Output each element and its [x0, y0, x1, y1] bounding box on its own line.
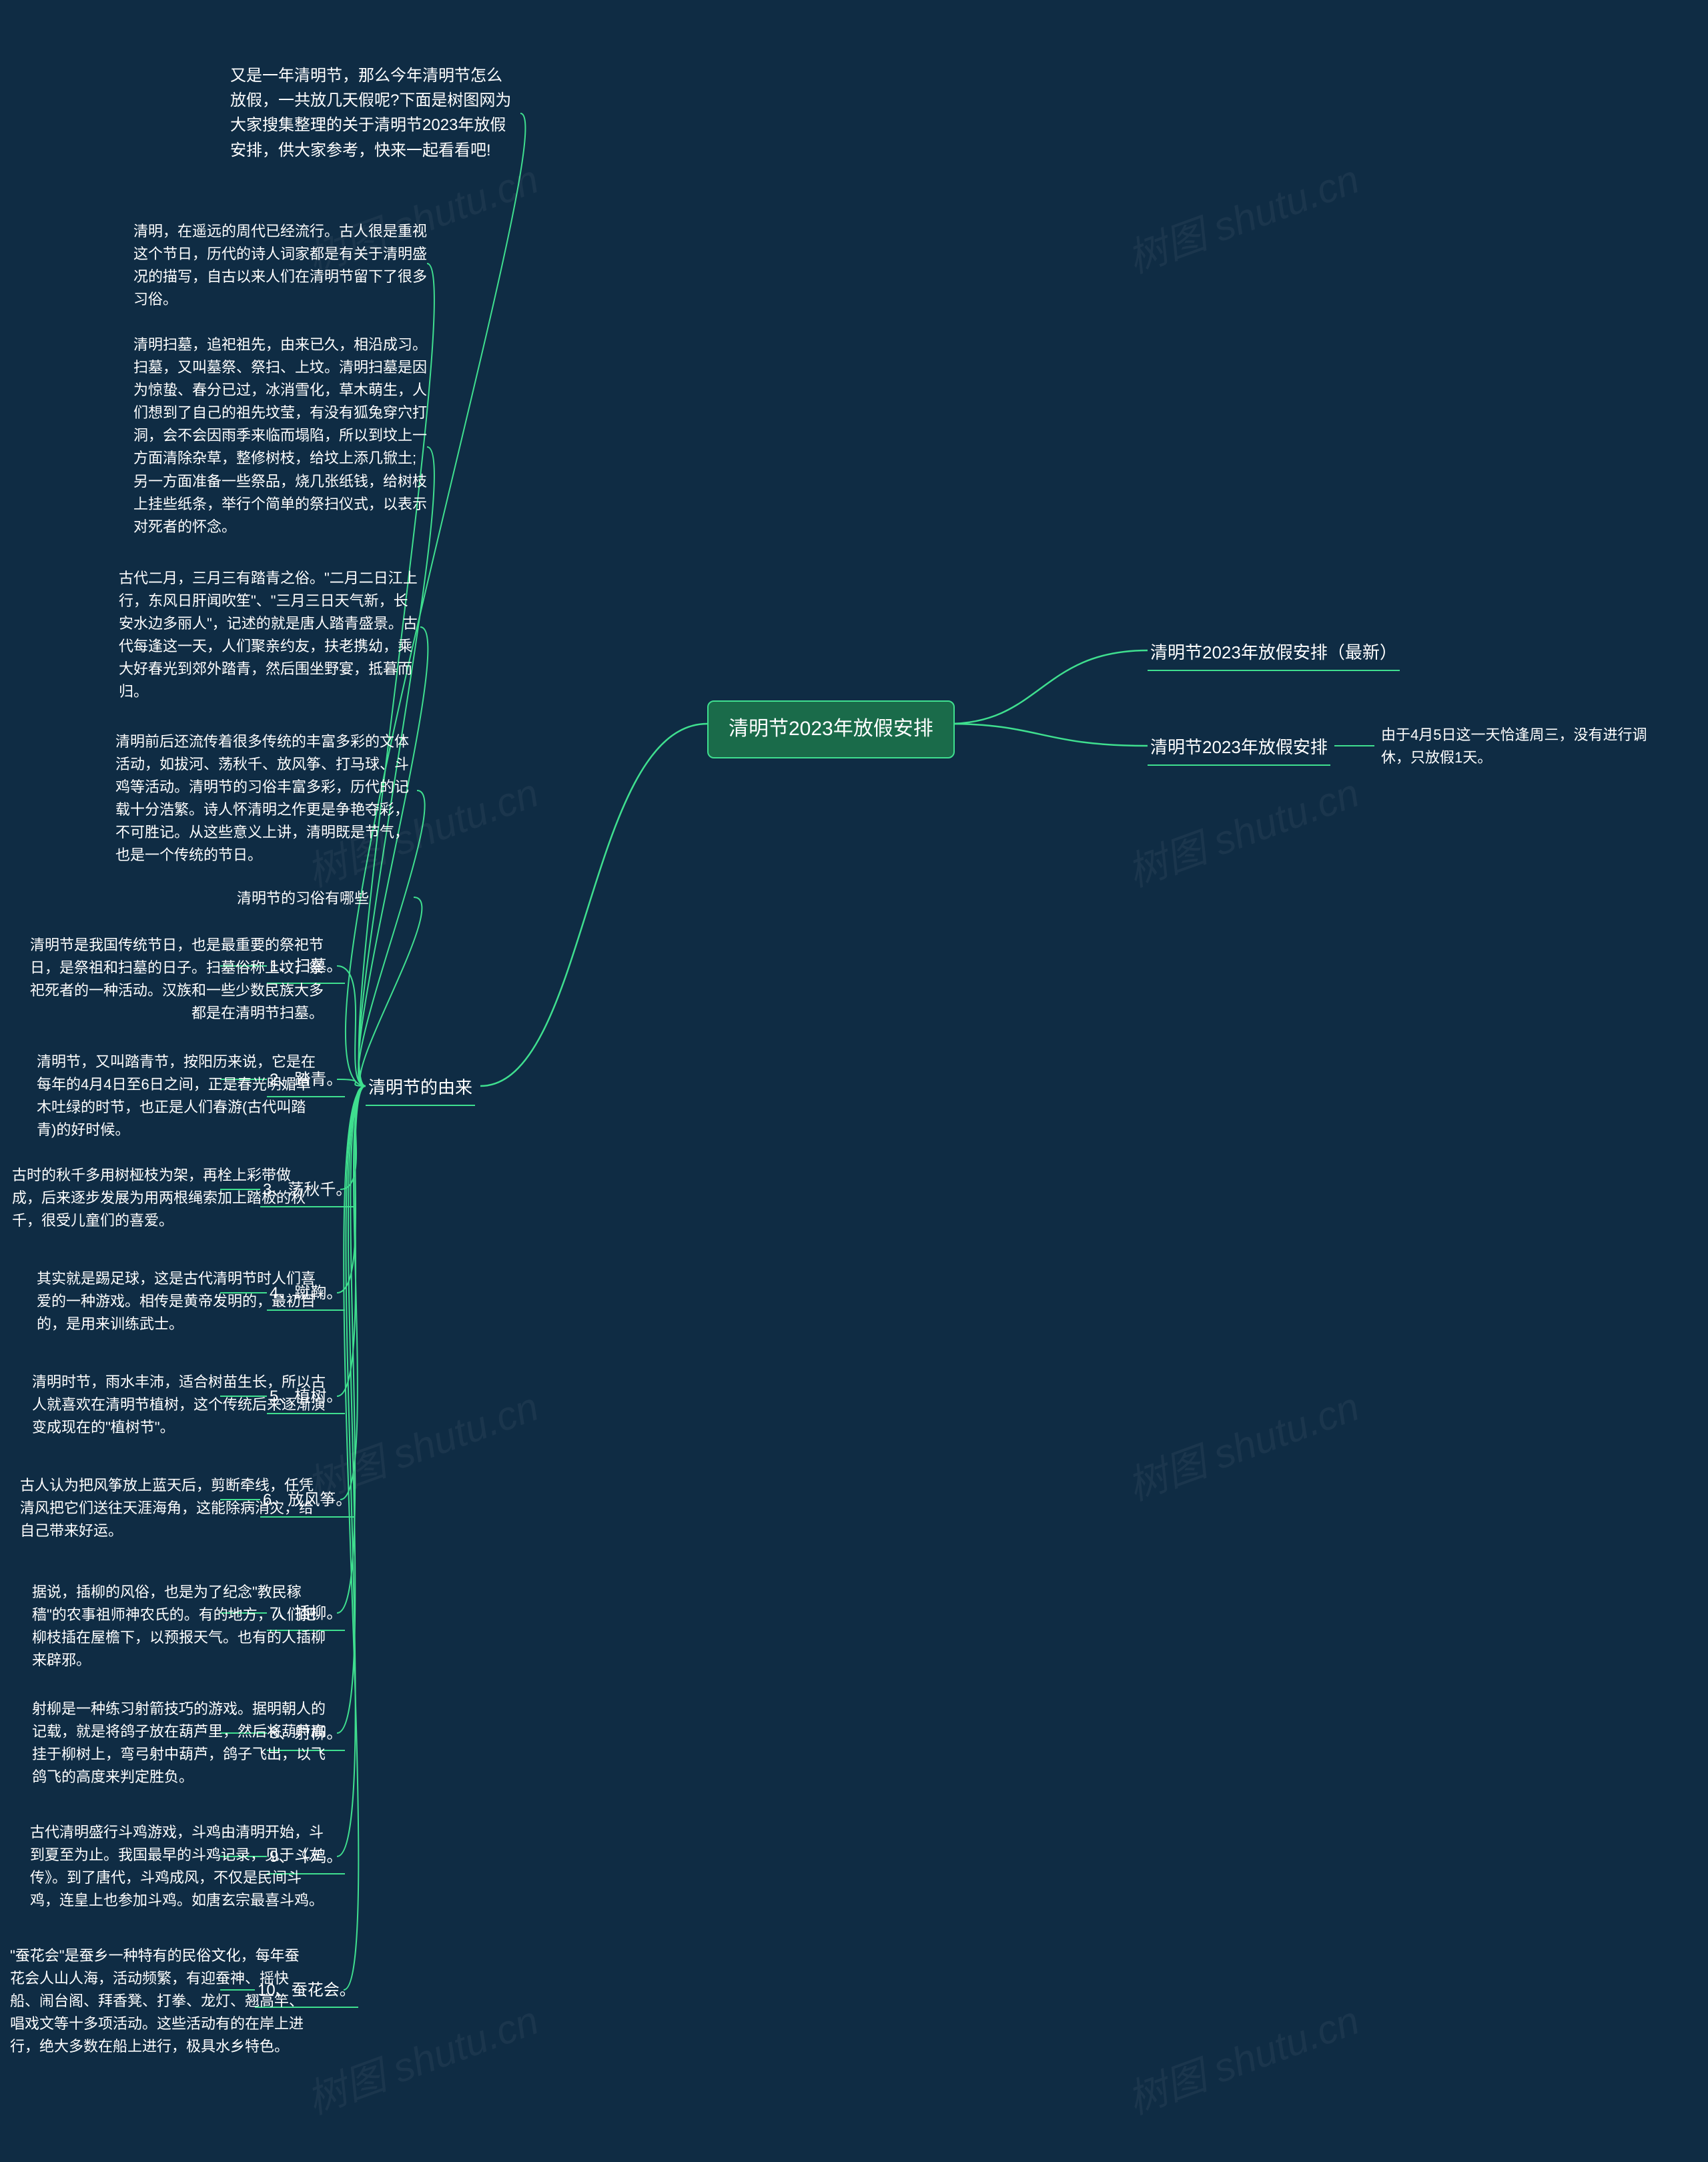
- leaf-detail: 清明节是我国传统节日，也是最重要的祭祀节日，是祭祖和扫墓的日子。扫墓俗称上坟，祭…: [30, 934, 324, 1025]
- leaf-node: 清明扫墓，追祀祖先，由来已久，相沿成习。扫墓，又叫墓祭、祭扫、上坟。清明扫墓是因…: [133, 334, 427, 538]
- leaf-detail: 古人认为把风筝放上蓝天后，剪断牵线，任凭清风把它们送往天涯海角，这能除病消灾，给…: [20, 1474, 314, 1542]
- watermark: 树图 shutu.cn: [1118, 760, 1366, 898]
- leaf-node: 清明，在遥远的周代已经流行。古人很是重视这个节日，历代的诗人词家都是有关于清明盛…: [133, 220, 427, 311]
- leaf-detail: 清明时节，雨水丰沛，适合树苗生长，所以古人就喜欢在清明节植树，这个传统后来逐渐演…: [32, 1371, 326, 1439]
- leaf-detail: 射柳是一种练习射箭技巧的游戏。据明朝人的记载，就是将鸽子放在葫芦里，然后将葫芦高…: [32, 1698, 329, 1788]
- leaf-node: 古代二月，三月三有踏青之俗。"二月二日江上行，东风日肝闻吹笙"、"三月三日天气新…: [119, 567, 419, 704]
- root-node[interactable]: 清明节2023年放假安排: [707, 700, 955, 758]
- branch-node[interactable]: 清明节2023年放假安排: [1148, 734, 1330, 766]
- leaf-node: 清明节的习俗有哪些: [237, 887, 369, 910]
- leaf-detail: 古时的秋千多用树桠枝为架，再栓上彩带做成，后来逐步发展为用两根绳索加上踏板的秋千…: [12, 1164, 306, 1232]
- leaf-detail: 据说，插柳的风俗，也是为了纪念"教民稼穑"的农事祖师神农氏的。有的地方，人们把柳…: [32, 1581, 329, 1672]
- branch-node[interactable]: 清明节2023年放假安排（最新）: [1148, 639, 1400, 671]
- watermark: 树图 shutu.cn: [1118, 1988, 1366, 2125]
- intro-text: 又是一年清明节，那么今年清明节怎么放假，一共放几天假呢?下面是树图网为大家搜集整…: [230, 63, 517, 163]
- watermark: 树图 shutu.cn: [298, 1988, 545, 2125]
- leaf-node: 清明前后还流传着很多传统的丰富多彩的文体活动，如拔河、荡秋千、放风筝、打马球、斗…: [115, 730, 416, 867]
- branch-node[interactable]: 清明节的由来: [366, 1074, 475, 1106]
- leaf-node: 由于4月5日这一天恰逢周三，没有进行调休，只放假1天。: [1381, 724, 1668, 769]
- watermark: 树图 shutu.cn: [1118, 147, 1366, 284]
- leaf-detail: 古代清明盛行斗鸡游戏，斗鸡由清明开始，斗到夏至为止。我国最早的斗鸡记录，见于《左…: [30, 1821, 329, 1912]
- watermark: 树图 shutu.cn: [1118, 1374, 1366, 1512]
- leaf-detail: "蚕花会"是蚕乡一种特有的民俗文化，每年蚕花会人山人海，活动频繁，有迎蚕神、摇快…: [10, 1945, 314, 2058]
- leaf-detail: 其实就是踢足球，这是古代清明节时人们喜爱的一种游戏。相传是黄帝发明的，最初目的，…: [37, 1267, 327, 1335]
- leaf-detail: 清明节，又叫踏青节，按阳历来说，它是在每年的4月4日至6日之间，正是春光明媚草木…: [37, 1051, 324, 1141]
